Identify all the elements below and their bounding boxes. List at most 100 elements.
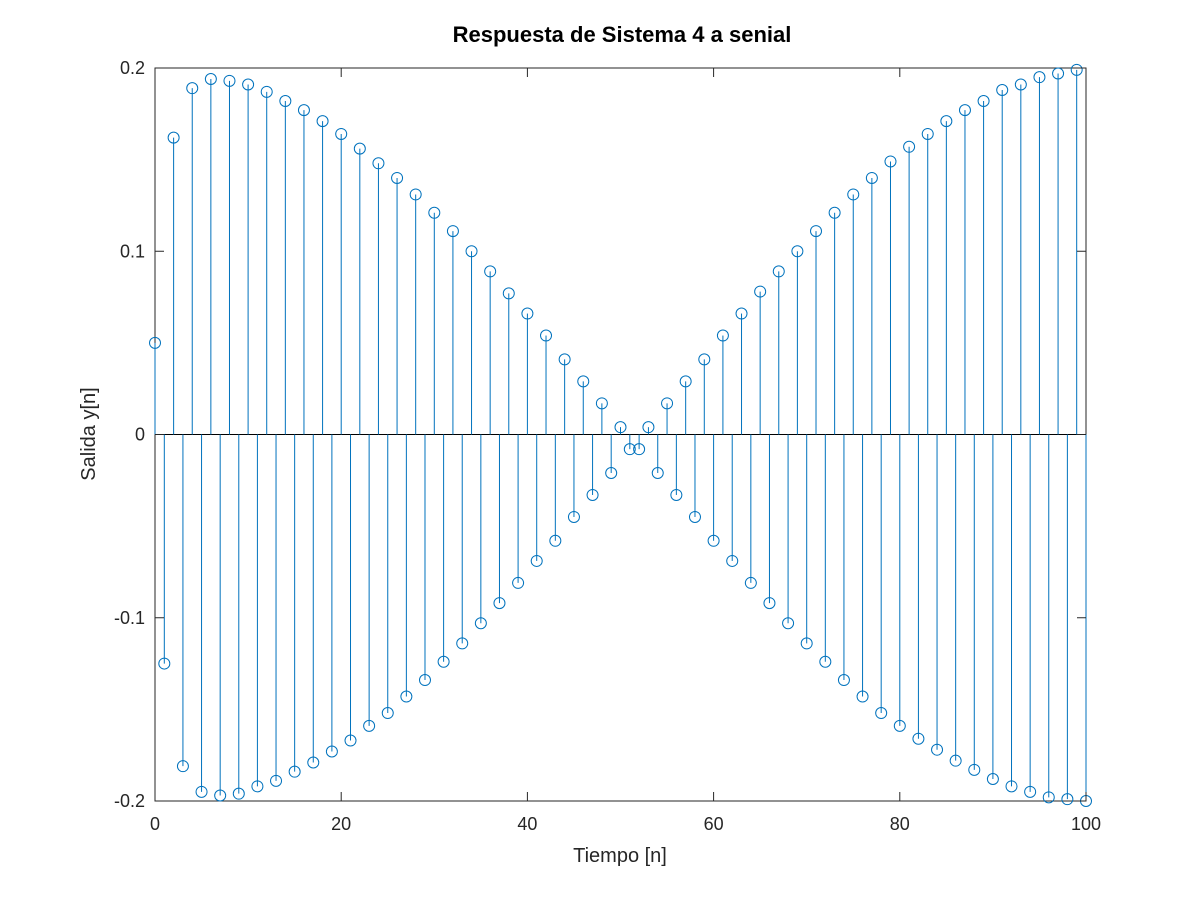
stem-marker [232,787,245,800]
y-tick-label: -0.1 [114,608,145,628]
stem-marker [316,115,329,128]
stem-marker [633,443,646,456]
stem-marker [754,285,767,298]
stem-marker [456,637,469,650]
stem-marker [977,94,990,107]
stem-marker [418,674,431,687]
stem-marker [409,188,422,201]
stem-marker [884,155,897,168]
stem-lines [154,69,1087,801]
stem-marker [521,307,534,320]
stem-marker [270,774,283,787]
stem-marker [614,421,627,434]
stem-marker [921,127,934,140]
stem-marker [642,421,655,434]
stem-marker [400,690,413,703]
y-tick-label: 0.2 [120,58,145,78]
stem-marker [1014,78,1027,91]
stem-marker [623,443,636,456]
stem-marker [474,617,487,630]
stem-marker [716,329,729,342]
stem-marker [1052,67,1065,80]
stem-marker [856,690,869,703]
y-tick-label: 0.1 [120,241,145,261]
stem-marker [484,265,497,278]
stem-marker [540,329,553,342]
stem-marker [242,78,255,91]
x-tick-label: 80 [890,814,910,834]
stem-marker [223,74,236,87]
stem-marker [251,780,264,793]
stem-marker [661,397,674,410]
stem-marker [558,353,571,366]
stem-marker [893,719,906,732]
stem-marker [791,245,804,258]
stem-marker [428,206,441,219]
x-axis-ticks: 0 20 40 60 80 100 [150,68,1101,834]
stem-marker [707,534,720,547]
stem-marker [186,82,199,95]
stem-marker [586,488,599,501]
stem-marker [446,225,459,238]
stem-marker [530,554,543,567]
stem-marker [372,157,385,170]
stem-marker [986,773,999,786]
stem-marker [1042,791,1055,804]
stem-marker [912,732,925,745]
stem-marker [363,719,376,732]
stem-marker [949,754,962,767]
stem-marker [1005,780,1018,793]
x-tick-label: 100 [1071,814,1101,834]
stem-marker [810,225,823,238]
stem-marker [353,142,366,155]
stem-marker [958,104,971,117]
stem-marker [512,576,525,589]
stem-marker [688,510,701,523]
stem-marker [828,206,841,219]
stem-marker [325,745,338,758]
stem-marker [502,287,515,300]
stem-marker [158,657,171,670]
stem-marker [1033,71,1046,84]
stem-marker [391,171,404,184]
stem-markers [149,63,1092,807]
stem-marker [782,617,795,630]
y-axis-label: Salida y[n] [78,387,100,480]
stem-marker [865,171,878,184]
stem-marker [214,789,227,802]
stem-marker [167,131,180,144]
stem-marker [735,307,748,320]
stem-marker [577,375,590,388]
stem-marker [670,488,683,501]
stem-marker [344,734,357,747]
stem-marker [307,756,320,769]
stem-marker [772,265,785,278]
stem-marker [279,94,292,107]
stem-marker [800,637,813,650]
stem-marker [493,597,506,610]
stem-marker [149,336,161,349]
stem-marker [605,466,618,479]
x-tick-label: 60 [704,814,724,834]
stem-marker [204,72,217,85]
stem-marker [903,140,916,153]
stem-marker [176,760,189,773]
stem-marker [819,655,832,668]
stem-marker [940,115,953,128]
stem-marker [465,245,478,258]
plot-area: 0 20 40 60 80 100 -0.2 -0.1 0 0.1 0.2 [114,58,1101,834]
stem-marker [968,763,981,776]
stem-marker [679,375,692,388]
x-tick-label: 20 [331,814,351,834]
stem-marker [875,707,888,720]
stem-marker [744,576,757,589]
stem-marker [698,353,711,366]
stem-marker [726,554,739,567]
x-tick-label: 0 [150,814,160,834]
stem-marker [1024,785,1037,798]
stem-marker [195,785,208,798]
stem-marker [260,85,273,98]
stem-marker [837,674,850,687]
